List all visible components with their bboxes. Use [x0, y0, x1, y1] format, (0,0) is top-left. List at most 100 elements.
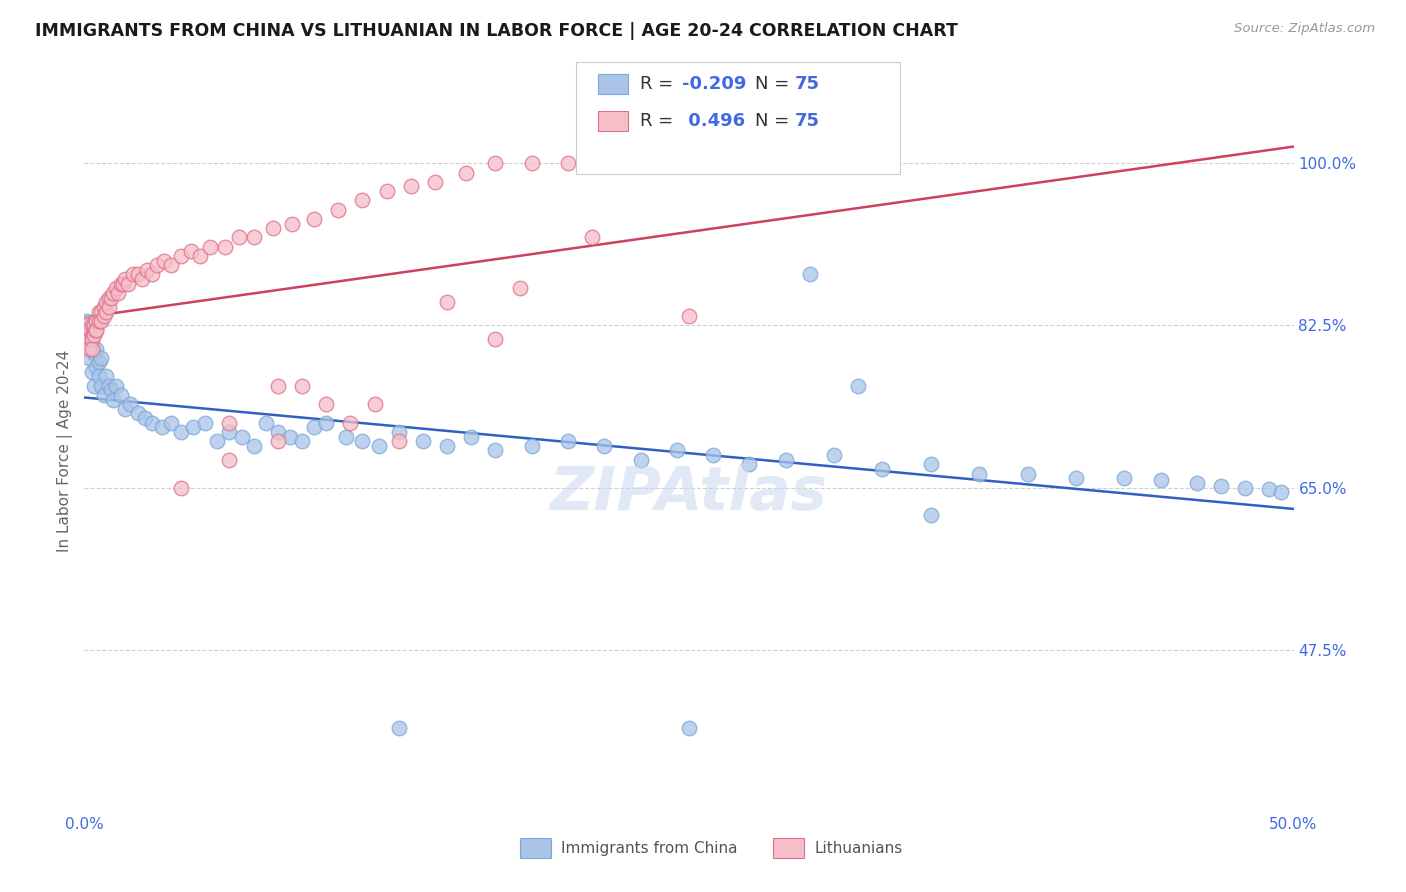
Point	[83, 378, 105, 392]
Point	[110, 388, 132, 402]
Point	[1209, 478, 1232, 492]
Point	[86, 314, 108, 328]
Point	[1185, 475, 1208, 490]
Point	[136, 262, 159, 277]
Point	[484, 332, 506, 346]
Point	[114, 401, 136, 416]
Point	[83, 318, 105, 333]
Point	[87, 369, 110, 384]
Point	[1149, 473, 1171, 487]
Point	[678, 722, 700, 736]
Point	[352, 194, 374, 208]
Point	[127, 268, 149, 282]
Point	[484, 443, 506, 458]
Point	[262, 221, 284, 235]
Point	[872, 462, 894, 476]
Point	[170, 425, 193, 439]
Point	[77, 342, 100, 356]
Text: 75: 75	[794, 112, 820, 130]
Point	[302, 211, 325, 226]
Point	[267, 434, 290, 449]
Point	[388, 434, 411, 449]
Point	[180, 244, 202, 259]
Point	[198, 240, 221, 254]
Point	[291, 378, 314, 392]
Point	[146, 258, 169, 272]
Point	[218, 425, 240, 439]
Point	[110, 277, 132, 291]
Point	[86, 323, 108, 337]
Point	[181, 420, 204, 434]
Point	[399, 179, 422, 194]
Point	[557, 156, 579, 170]
Point	[80, 342, 103, 356]
Point	[520, 439, 543, 453]
Text: Source: ZipAtlas.com: Source: ZipAtlas.com	[1234, 22, 1375, 36]
Point	[456, 165, 478, 179]
Point	[104, 378, 127, 392]
Point	[104, 281, 127, 295]
Point	[103, 285, 125, 300]
Point	[93, 309, 115, 323]
Point	[242, 439, 264, 453]
Point	[1114, 471, 1136, 485]
Text: Immigrants from China: Immigrants from China	[561, 841, 738, 855]
Point	[112, 277, 135, 291]
Point	[121, 268, 143, 282]
Point	[97, 291, 120, 305]
Point	[678, 309, 700, 323]
Point	[520, 156, 543, 170]
Text: IMMIGRANTS FROM CHINA VS LITHUANIAN IN LABOR FORCE | AGE 20-24 CORRELATION CHART: IMMIGRANTS FROM CHINA VS LITHUANIAN IN L…	[35, 22, 957, 40]
Point	[76, 327, 98, 342]
Point	[799, 268, 821, 282]
Point	[86, 360, 108, 375]
Point	[83, 346, 105, 360]
Point	[94, 295, 117, 310]
Point	[1064, 471, 1087, 485]
Point	[630, 452, 652, 467]
Point	[702, 448, 724, 462]
Point	[1258, 483, 1281, 497]
Point	[218, 452, 240, 467]
Point	[120, 397, 142, 411]
Point	[77, 351, 100, 365]
Point	[117, 277, 139, 291]
Point	[557, 434, 579, 449]
Point	[87, 314, 110, 328]
Point	[315, 416, 337, 430]
Point	[339, 416, 361, 430]
Point	[281, 217, 304, 231]
Point	[328, 202, 350, 217]
Point	[1017, 467, 1039, 481]
Point	[484, 156, 506, 170]
Point	[76, 314, 98, 328]
Point	[86, 342, 108, 356]
Point	[77, 332, 100, 346]
Point	[134, 411, 156, 425]
Point	[352, 434, 374, 449]
Point	[278, 429, 301, 443]
Point	[423, 175, 446, 189]
Point	[846, 378, 869, 392]
Point	[80, 332, 103, 346]
Point	[228, 230, 250, 244]
Point	[218, 416, 240, 430]
Point	[363, 397, 385, 411]
Point	[114, 272, 136, 286]
Point	[368, 439, 391, 453]
Point	[436, 439, 458, 453]
Point	[150, 420, 173, 434]
Point	[190, 249, 212, 263]
Point	[80, 327, 103, 342]
Point	[77, 323, 100, 337]
Text: 75: 75	[794, 75, 820, 93]
Point	[388, 722, 411, 736]
Point	[302, 420, 325, 434]
Point	[90, 314, 112, 328]
Point	[231, 429, 253, 443]
Point	[509, 281, 531, 295]
Text: R =: R =	[640, 75, 679, 93]
Point	[460, 429, 482, 443]
Point	[131, 272, 153, 286]
Point	[194, 416, 217, 430]
